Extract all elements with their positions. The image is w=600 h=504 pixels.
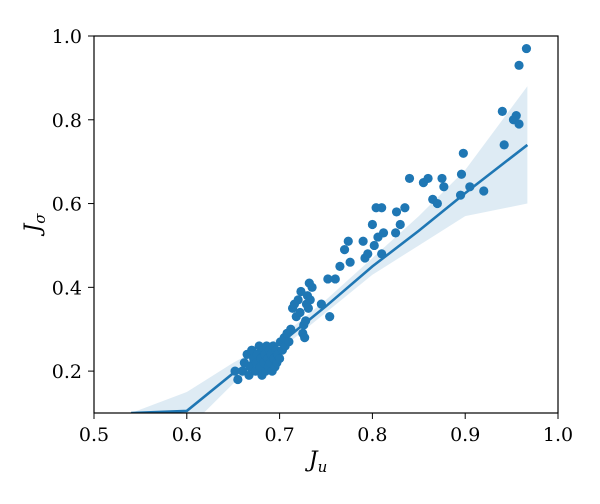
data-point bbox=[325, 312, 335, 322]
data-point bbox=[391, 228, 401, 238]
y-axis-label-main: J bbox=[21, 223, 46, 237]
data-point bbox=[439, 182, 449, 192]
data-point bbox=[307, 282, 317, 292]
data-point bbox=[404, 173, 415, 184]
data-point bbox=[367, 219, 377, 230]
data-point bbox=[400, 203, 410, 213]
y-tick-label: 0.8 bbox=[52, 110, 82, 132]
x-tick-label: 0.6 bbox=[172, 424, 202, 446]
data-point bbox=[286, 324, 296, 334]
data-point bbox=[499, 140, 509, 150]
data-point bbox=[377, 203, 387, 213]
y-tick-label: 0.4 bbox=[52, 277, 82, 299]
data-point bbox=[339, 245, 350, 255]
data-point bbox=[511, 110, 521, 121]
data-point bbox=[323, 274, 333, 284]
data-point bbox=[479, 186, 489, 196]
x-axis-label-main: J bbox=[305, 448, 319, 473]
data-point bbox=[378, 228, 389, 238]
data-point bbox=[237, 366, 248, 376]
x-tick-label: 0.9 bbox=[450, 424, 480, 446]
y-tick-label: 0.6 bbox=[52, 194, 82, 216]
data-point bbox=[497, 106, 507, 116]
data-point bbox=[423, 173, 433, 184]
y-tick-label: 1.0 bbox=[52, 26, 82, 48]
data-point bbox=[345, 257, 355, 267]
x-tick-label: 0.5 bbox=[79, 424, 109, 446]
data-point bbox=[295, 307, 305, 318]
y-axis-label: Jσ bbox=[21, 213, 49, 237]
data-point bbox=[456, 169, 467, 179]
x-axis-label: Ju bbox=[305, 448, 328, 476]
data-point bbox=[296, 286, 306, 297]
data-point bbox=[300, 333, 310, 343]
regression-line bbox=[131, 143, 529, 413]
x-tick-label: 0.7 bbox=[264, 424, 294, 446]
data-point bbox=[233, 374, 243, 385]
data-point bbox=[369, 240, 379, 251]
data-point bbox=[284, 337, 294, 347]
y-axis-label-subscript: σ bbox=[31, 213, 49, 224]
data-point bbox=[244, 370, 254, 380]
data-point bbox=[432, 198, 442, 209]
data-point bbox=[514, 119, 524, 129]
data-point bbox=[455, 190, 466, 200]
data-point bbox=[377, 249, 387, 259]
data-point bbox=[303, 303, 313, 313]
confidence-band bbox=[131, 86, 528, 413]
data-point bbox=[335, 261, 345, 271]
data-point bbox=[305, 295, 315, 305]
data-point bbox=[358, 236, 368, 246]
data-point bbox=[363, 249, 373, 259]
data-point bbox=[330, 274, 340, 284]
data-point bbox=[391, 207, 402, 217]
data-point bbox=[275, 353, 285, 364]
data-point bbox=[293, 295, 303, 305]
y-tick-label: 0.2 bbox=[52, 361, 82, 383]
plot-frame bbox=[93, 35, 559, 414]
data-point bbox=[458, 148, 468, 158]
data-point bbox=[465, 182, 475, 192]
data-point bbox=[230, 366, 240, 376]
data-point bbox=[316, 299, 326, 309]
data-point bbox=[300, 316, 311, 326]
data-point bbox=[437, 173, 447, 184]
data-point bbox=[343, 236, 353, 246]
x-tick-label: 0.8 bbox=[357, 424, 387, 446]
x-tick-label: 1.0 bbox=[543, 424, 573, 446]
data-point bbox=[395, 219, 405, 230]
data-point bbox=[514, 60, 524, 70]
x-axis-label-subscript: u bbox=[318, 458, 328, 476]
data-point bbox=[521, 43, 532, 54]
